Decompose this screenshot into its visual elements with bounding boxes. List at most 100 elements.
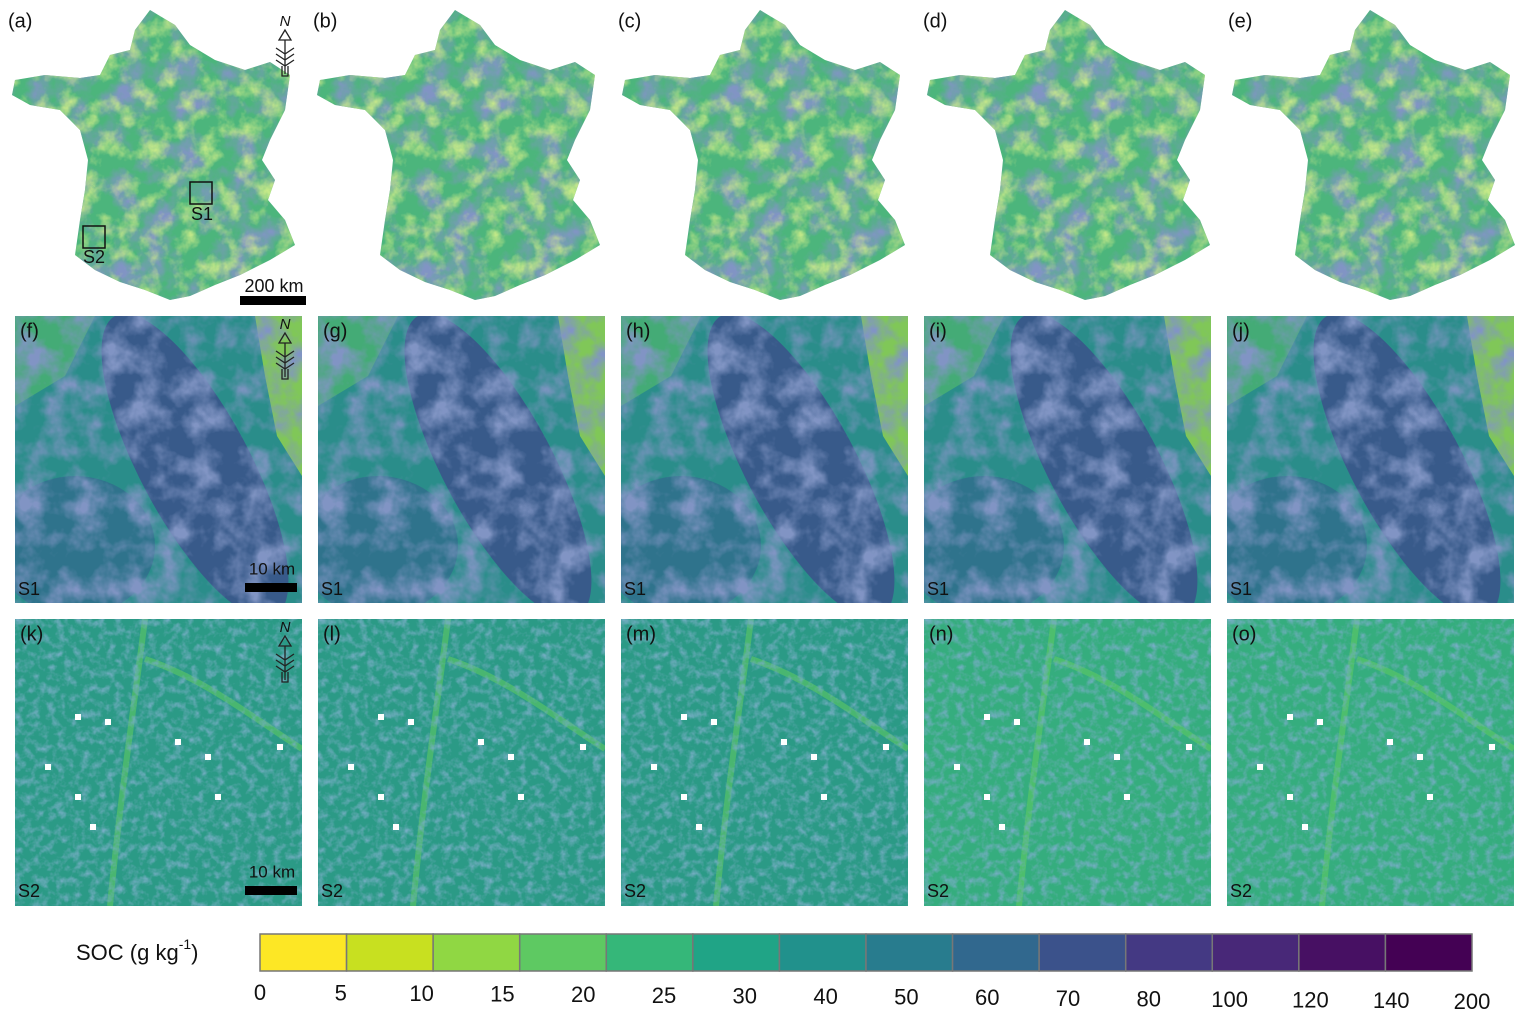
site-panel: (l) S2 <box>318 619 605 906</box>
scale-bar <box>245 886 297 895</box>
panel-label: (c) <box>618 10 641 32</box>
site-panel: (n) S2 <box>924 619 1211 906</box>
no-data <box>1489 744 1495 750</box>
no-data <box>984 794 990 800</box>
colorbar-segment <box>779 934 866 971</box>
map-light <box>622 10 905 300</box>
site-label: S2 <box>624 881 646 901</box>
site-label: S1 <box>18 579 40 599</box>
site-map <box>1207 290 1523 642</box>
panel-label: (j) <box>1232 320 1250 342</box>
colorbar-label-main: SOC (g kg <box>76 940 179 965</box>
no-data <box>277 744 283 750</box>
site-panel: (g) S1 <box>298 290 626 642</box>
site-label: S1 <box>927 579 949 599</box>
map-light <box>12 10 295 300</box>
map-dark <box>318 316 605 603</box>
site-panel: (i) S1 <box>904 290 1232 642</box>
no-data <box>1257 764 1263 770</box>
map-dark <box>1227 619 1514 906</box>
no-data <box>1014 719 1020 725</box>
no-data <box>1084 739 1090 745</box>
colorbar-segment <box>1039 934 1126 971</box>
site-map <box>904 290 1232 642</box>
site-label: S2 <box>927 881 949 901</box>
no-data <box>984 714 990 720</box>
map-light <box>1232 10 1515 300</box>
site-label: S2 <box>1230 881 1252 901</box>
north-label: N <box>280 619 291 636</box>
map-light <box>927 10 1210 300</box>
panel-label: (f) <box>20 320 39 342</box>
panel-label: (e) <box>1228 10 1252 32</box>
site-label: S1 <box>321 579 343 599</box>
site-panel: (k)S210 kmN <box>15 619 302 906</box>
colorbar-segment <box>347 934 434 971</box>
colorbar-tick-label: 140 <box>1373 988 1410 1013</box>
no-data <box>999 824 1005 830</box>
no-data <box>75 714 81 720</box>
colorbar: SOC (g kg-1) 051015202530405060708010012… <box>76 934 1490 1014</box>
colorbar-tick-label: 10 <box>409 981 433 1006</box>
no-data <box>105 719 111 725</box>
panel-label: (b) <box>313 10 337 32</box>
site-label: S2 <box>83 247 105 267</box>
colorbar-segment <box>953 934 1040 971</box>
panel-label: (h) <box>626 320 650 342</box>
colorbar-tick-label: 100 <box>1211 987 1248 1012</box>
site-map <box>298 290 626 642</box>
no-data <box>508 754 514 760</box>
colorbar-label-sup: -1 <box>179 936 192 952</box>
colorbar-tick-label: 120 <box>1292 988 1329 1013</box>
map-dark <box>621 619 908 906</box>
panel-label: (i) <box>929 320 947 342</box>
site-label: S2 <box>321 881 343 901</box>
panel-label: (l) <box>323 623 341 645</box>
site-map <box>601 290 929 642</box>
colorbar-tick-label: 5 <box>335 980 347 1005</box>
site-map <box>1227 619 1514 906</box>
figure: (a)S1S2200 kmN(b)(c)(d)(e)(f)S110 kmN(g)… <box>0 0 1523 1017</box>
panel-label: (a) <box>8 10 32 32</box>
no-data <box>711 719 717 725</box>
no-data <box>954 764 960 770</box>
colorbar-segment <box>433 934 520 971</box>
no-data <box>1317 719 1323 725</box>
site-label: S1 <box>191 204 213 224</box>
scale-bar <box>240 296 306 305</box>
no-data <box>348 764 354 770</box>
colorbar-label: SOC (g kg-1) <box>76 936 198 965</box>
colorbar-tick-label: 40 <box>813 984 837 1009</box>
colorbar-tick-label: 25 <box>652 983 676 1008</box>
no-data <box>205 754 211 760</box>
no-data <box>408 719 414 725</box>
map-light <box>317 10 600 300</box>
france-panel: (d) <box>923 10 1210 300</box>
no-data <box>681 714 687 720</box>
panel-label: (o) <box>1232 623 1256 645</box>
colorbar-tick-label: 30 <box>733 983 757 1008</box>
map-dark <box>621 316 908 603</box>
site-panel: (m)S2 <box>621 619 908 906</box>
panel-label: (g) <box>323 320 347 342</box>
map-dark <box>318 619 605 906</box>
colorbar-segment <box>866 934 953 971</box>
site-map <box>318 619 605 906</box>
no-data <box>1387 739 1393 745</box>
no-data <box>696 824 702 830</box>
no-data <box>781 739 787 745</box>
france-panel: (b) <box>313 10 600 300</box>
no-data <box>75 794 81 800</box>
no-data <box>811 754 817 760</box>
panel-label: (k) <box>20 623 43 645</box>
colorbar-segment <box>260 934 347 971</box>
no-data <box>651 764 657 770</box>
no-data <box>378 794 384 800</box>
france-panel: (c) <box>618 10 905 300</box>
site-panel: (j)S1 <box>1207 290 1523 642</box>
map-dark <box>924 316 1211 603</box>
no-data <box>1186 744 1192 750</box>
panel-label: (n) <box>929 623 953 645</box>
